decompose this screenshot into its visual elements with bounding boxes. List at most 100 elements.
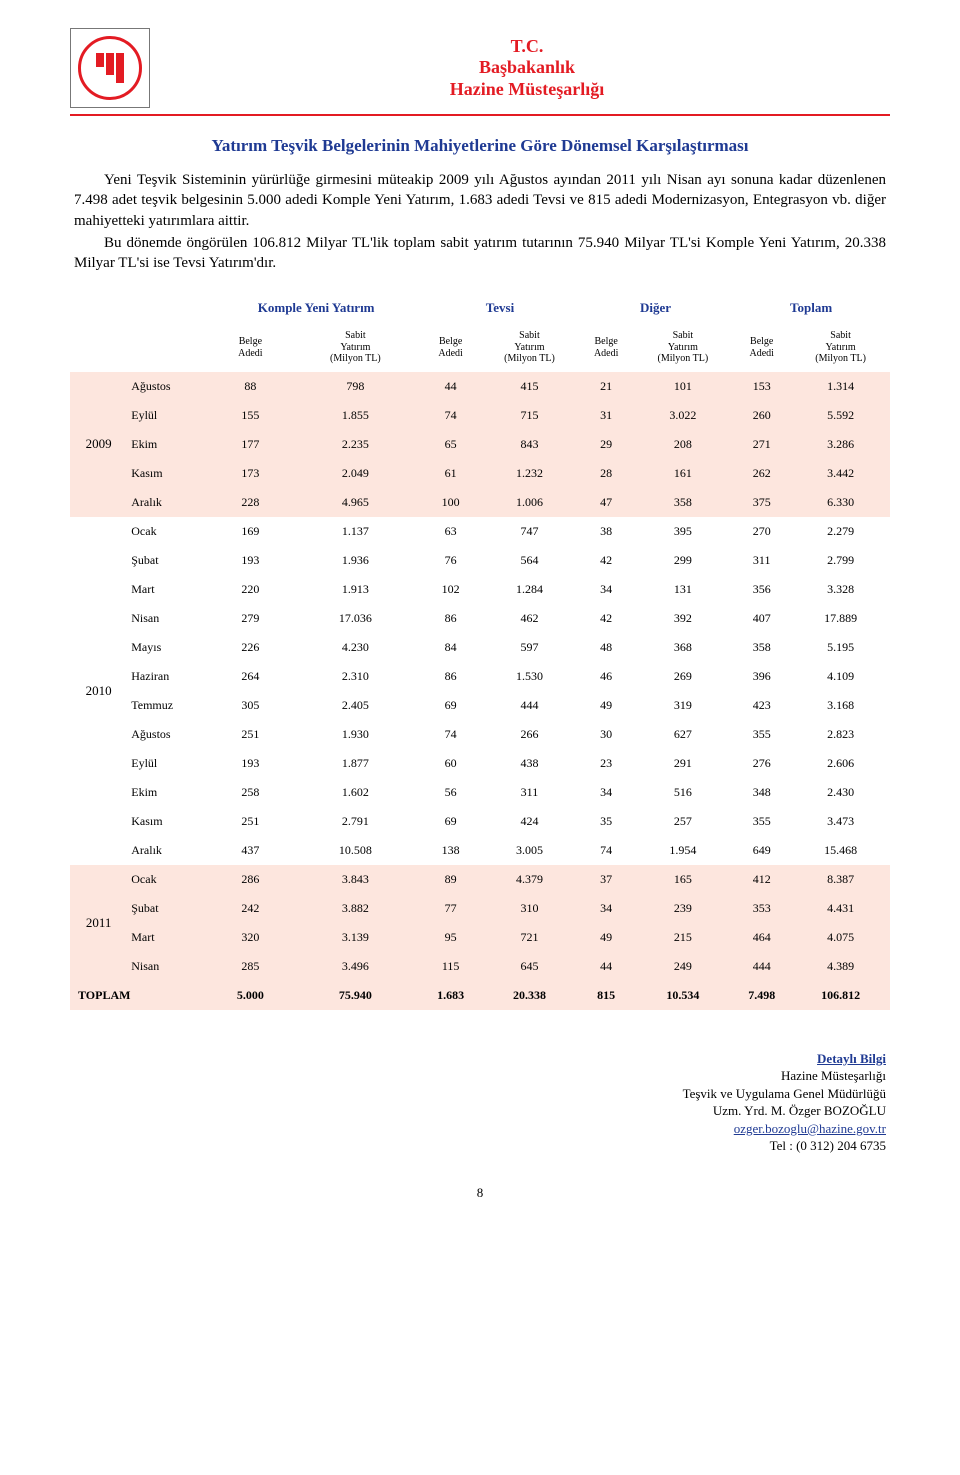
value-cell: 1.913: [290, 575, 422, 604]
header-line-2: Başbakanlık: [164, 57, 890, 79]
value-cell: 10.508: [290, 836, 422, 865]
value-cell: 169: [211, 517, 289, 546]
value-cell: 8.387: [791, 865, 890, 894]
table-row: Kasım2512.79169424352573553.473: [70, 807, 890, 836]
value-cell: 42: [579, 546, 634, 575]
table-row: Mart3203.13995721492154644.075: [70, 923, 890, 952]
value-cell: 291: [633, 749, 732, 778]
footer-line-2: Teşvik ve Uygulama Genel Müdürlüğü: [683, 1086, 886, 1101]
month-cell: Ocak: [127, 865, 211, 894]
value-cell: 1.602: [290, 778, 422, 807]
value-cell: 2.405: [290, 691, 422, 720]
value-cell: 276: [732, 749, 791, 778]
page-header: T.C. Başbakanlık Hazine Müsteşarlığı: [70, 28, 890, 116]
value-cell: 266: [480, 720, 579, 749]
month-cell: Mart: [127, 575, 211, 604]
value-cell: 251: [211, 807, 289, 836]
value-cell: 3.168: [791, 691, 890, 720]
sub-belge: BelgeAdedi: [732, 323, 791, 372]
month-cell: Şubat: [127, 894, 211, 923]
value-cell: 462: [480, 604, 579, 633]
value-cell: 1.006: [480, 488, 579, 517]
value-cell: 444: [480, 691, 579, 720]
col-group-tevsi: Tevsi: [421, 293, 579, 323]
value-cell: 115: [421, 952, 480, 981]
value-cell: 319: [633, 691, 732, 720]
value-cell: 239: [633, 894, 732, 923]
value-cell: 17.889: [791, 604, 890, 633]
total-value-cell: 7.498: [732, 981, 791, 1010]
year-cell: 2011: [70, 865, 127, 981]
value-cell: 412: [732, 865, 791, 894]
value-cell: 4.075: [791, 923, 890, 952]
table-group-header: Komple Yeni Yatırım Tevsi Diğer Toplam: [70, 293, 890, 323]
value-cell: 1.284: [480, 575, 579, 604]
month-cell: Mayıs: [127, 633, 211, 662]
total-value-cell: 1.683: [421, 981, 480, 1010]
total-value-cell: 5.000: [211, 981, 289, 1010]
value-cell: 173: [211, 459, 289, 488]
value-cell: 1.954: [633, 836, 732, 865]
value-cell: 1.936: [290, 546, 422, 575]
value-cell: 715: [480, 401, 579, 430]
value-cell: 597: [480, 633, 579, 662]
value-cell: 6.330: [791, 488, 890, 517]
value-cell: 251: [211, 720, 289, 749]
value-cell: 516: [633, 778, 732, 807]
value-cell: 2.430: [791, 778, 890, 807]
value-cell: 23: [579, 749, 634, 778]
value-cell: 3.286: [791, 430, 890, 459]
value-cell: 5.592: [791, 401, 890, 430]
total-value-cell: 75.940: [290, 981, 422, 1010]
value-cell: 798: [290, 372, 422, 401]
value-cell: 2.823: [791, 720, 890, 749]
value-cell: 358: [732, 633, 791, 662]
value-cell: 2.310: [290, 662, 422, 691]
value-cell: 375: [732, 488, 791, 517]
value-cell: 424: [480, 807, 579, 836]
value-cell: 3.022: [633, 401, 732, 430]
value-cell: 30: [579, 720, 634, 749]
value-cell: 74: [421, 720, 480, 749]
footer-line-1: Hazine Müsteşarlığı: [781, 1068, 886, 1083]
value-cell: 368: [633, 633, 732, 662]
value-cell: 21: [579, 372, 634, 401]
header-line-1: T.C.: [164, 36, 890, 58]
table-row: Nisan2853.496115645442494444.389: [70, 952, 890, 981]
detail-link[interactable]: Detaylı Bilgi: [817, 1051, 886, 1066]
sub-belge: BelgeAdedi: [421, 323, 480, 372]
value-cell: 95: [421, 923, 480, 952]
value-cell: 2.235: [290, 430, 422, 459]
value-cell: 721: [480, 923, 579, 952]
total-value-cell: 106.812: [791, 981, 890, 1010]
value-cell: 3.442: [791, 459, 890, 488]
footer-email[interactable]: ozger.bozoglu@hazine.gov.tr: [734, 1121, 886, 1136]
month-cell: Ekim: [127, 778, 211, 807]
value-cell: 69: [421, 691, 480, 720]
sub-sabit: SabitYatırım(Milyon TL): [290, 323, 422, 372]
sub-sabit: SabitYatırım(Milyon TL): [791, 323, 890, 372]
value-cell: 423: [732, 691, 791, 720]
agency-logo: [70, 28, 150, 108]
table-row: Mart2201.9131021.284341313563.328: [70, 575, 890, 604]
value-cell: 242: [211, 894, 289, 923]
month-cell: Mart: [127, 923, 211, 952]
col-group-toplam: Toplam: [732, 293, 890, 323]
value-cell: 299: [633, 546, 732, 575]
value-cell: 285: [211, 952, 289, 981]
value-cell: 165: [633, 865, 732, 894]
table-row: Şubat1931.93676564422993112.799: [70, 546, 890, 575]
value-cell: 3.005: [480, 836, 579, 865]
table-row: Nisan27917.036864624239240717.889: [70, 604, 890, 633]
value-cell: 65: [421, 430, 480, 459]
value-cell: 48: [579, 633, 634, 662]
value-cell: 220: [211, 575, 289, 604]
value-cell: 4.389: [791, 952, 890, 981]
value-cell: 264: [211, 662, 289, 691]
year-cell: 2010: [70, 517, 127, 865]
value-cell: 5.195: [791, 633, 890, 662]
value-cell: 86: [421, 662, 480, 691]
value-cell: 215: [633, 923, 732, 952]
value-cell: 747: [480, 517, 579, 546]
intro-paragraph-1: Yeni Teşvik Sisteminin yürürlüğe girmesi…: [74, 170, 886, 231]
